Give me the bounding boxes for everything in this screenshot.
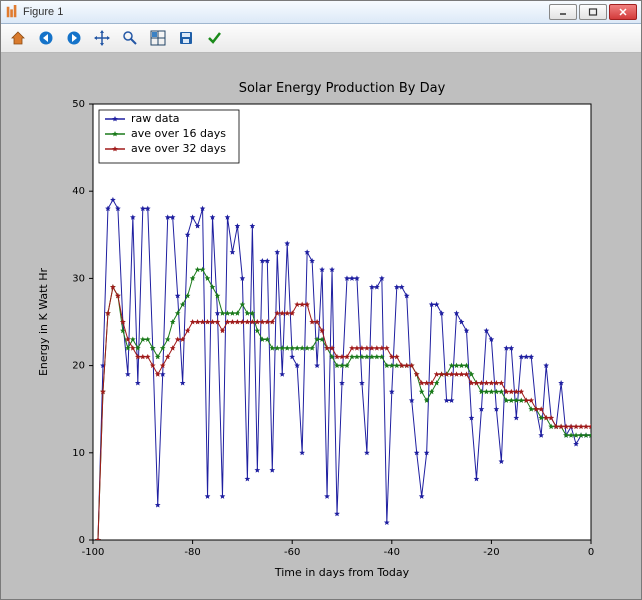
svg-text:Energy in K Watt Hr: Energy in K Watt Hr (37, 267, 50, 376)
svg-text:-20: -20 (483, 547, 499, 558)
svg-text:40: 40 (72, 186, 85, 197)
minimize-button[interactable] (549, 4, 577, 20)
close-button[interactable] (609, 4, 637, 20)
chart: -100 -80 -60 -40 -20 0 0 10 20 30 40 50 Solar Energy… (31, 66, 611, 586)
window-title: Figure 1 (23, 6, 549, 18)
app-icon (5, 5, 19, 19)
svg-text:-60: -60 (284, 547, 300, 558)
pan-icon[interactable] (91, 27, 113, 49)
svg-text:Solar Energy Production By Day: Solar Energy Production By Day (239, 81, 446, 96)
title-bar[interactable]: Figure 1 (1, 1, 641, 24)
check-icon[interactable] (203, 27, 225, 49)
toolbar (1, 24, 641, 53)
svg-text:50: 50 (72, 99, 85, 110)
home-icon[interactable] (7, 27, 29, 49)
canvas-area: -100 -80 -60 -40 -20 0 0 10 20 30 40 50 Solar Energy… (1, 53, 641, 599)
save-icon[interactable] (175, 27, 197, 49)
subplot-config-icon[interactable] (147, 27, 169, 49)
svg-text:-100: -100 (82, 547, 105, 558)
zoom-icon[interactable] (119, 27, 141, 49)
svg-text:20: 20 (72, 361, 85, 372)
back-icon[interactable] (35, 27, 57, 49)
window-controls (549, 4, 637, 20)
svg-text:ave over 16 days: ave over 16 days (131, 127, 226, 140)
svg-text:0: 0 (588, 547, 594, 558)
svg-text:ave over 32 days: ave over 32 days (131, 142, 226, 155)
svg-text:30: 30 (72, 273, 85, 284)
figure-window: Figure 1 (0, 0, 642, 600)
svg-text:0: 0 (79, 535, 85, 546)
svg-text:Time in days from Today: Time in days from Today (274, 566, 410, 579)
svg-text:raw data: raw data (131, 112, 180, 125)
svg-text:10: 10 (72, 448, 85, 459)
svg-text:-40: -40 (384, 547, 400, 558)
maximize-button[interactable] (579, 4, 607, 20)
svg-text:-80: -80 (184, 547, 200, 558)
forward-icon[interactable] (63, 27, 85, 49)
